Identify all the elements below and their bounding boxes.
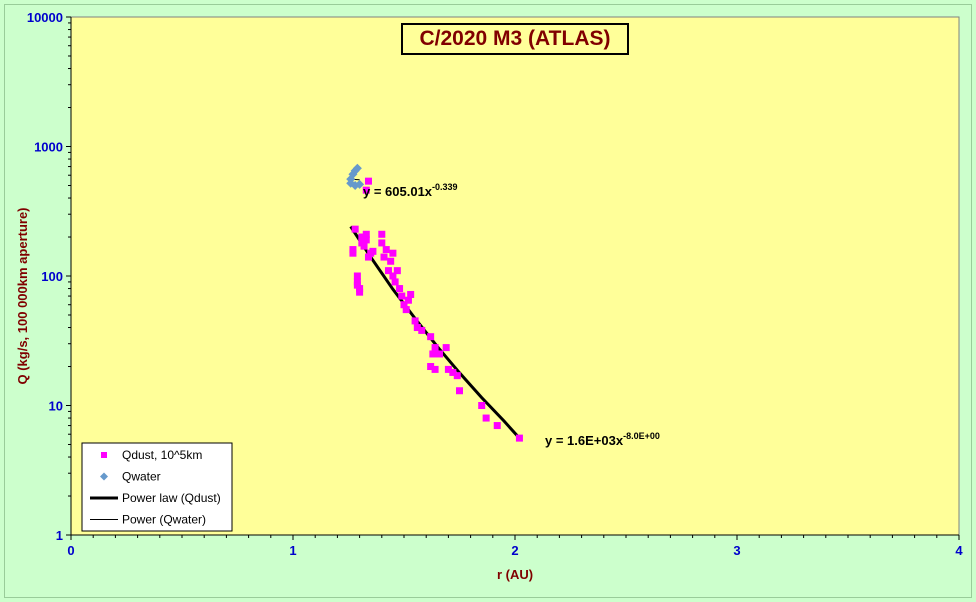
data-point-qdust [444, 365, 452, 373]
x-tick-label: 2 [511, 543, 518, 558]
data-point-qdust [362, 230, 370, 238]
y-axis: 1 10 100 1000 10000 [27, 10, 72, 543]
y-tick-label: 100 [41, 269, 63, 284]
data-point-qdust [387, 257, 395, 265]
data-point-qdust [478, 402, 486, 409]
data-point-qdust [515, 434, 523, 442]
legend-label: Power (Qwater) [122, 513, 206, 527]
data-point-qdust [362, 186, 370, 194]
legend-swatch [101, 452, 107, 458]
legend-label: Power law (Qdust) [122, 491, 221, 505]
y-tick-label: 1000 [34, 140, 63, 155]
y-tick-label: 10 [49, 399, 63, 414]
y-tick-label: 1 [56, 528, 63, 543]
equations: y = 605.01x-0.339 y = 1.6E+03x-8.0E+00 [363, 182, 660, 448]
data-point-qdust [402, 306, 410, 314]
data-point-qdust [358, 233, 366, 241]
data-point-qdust [427, 333, 435, 341]
data-point-qdust [351, 225, 359, 233]
data-point-qdust [349, 246, 357, 254]
x-tick-label: 1 [289, 543, 296, 558]
data-point-qdust [482, 414, 490, 422]
data-point-qdust [382, 246, 390, 254]
data-point-qdust [353, 272, 361, 280]
series-layer [346, 163, 523, 442]
x-tick-label: 4 [955, 543, 963, 558]
data-point-qdust [393, 267, 401, 275]
data-point-qdust [353, 281, 361, 289]
data-point-qdust [429, 350, 437, 358]
data-point-qdust [369, 247, 377, 255]
data-point-qdust [389, 249, 397, 257]
x-tick-label: 3 [733, 543, 740, 558]
x-tick-label: 0 [67, 543, 74, 558]
data-point-qdust [380, 253, 388, 261]
data-point-qdust [389, 272, 397, 280]
legend-label: Qdust, 10^5km [122, 448, 202, 462]
data-point-qdust [456, 387, 463, 395]
data-point-qdust [400, 301, 408, 309]
data-point-qdust [404, 296, 412, 304]
data-point-qwater [355, 179, 365, 189]
data-point-qdust [431, 365, 439, 373]
chart-title: C/2020 M3 (ATLAS) [401, 23, 629, 55]
legend-swatch [100, 472, 108, 481]
legend: Qdust, 10^5km Qwater Power law (Qdust) Powe… [81, 442, 233, 532]
data-point-qdust [378, 230, 386, 238]
data-point-qdust [391, 278, 399, 286]
data-point-qdust [493, 422, 501, 430]
data-point-qdust [360, 242, 368, 250]
data-point-qdust [398, 292, 406, 300]
data-point-qdust [411, 317, 419, 325]
data-point-qdust [442, 344, 450, 352]
data-point-qdust [384, 267, 392, 275]
x-axis: 0 1 2 3 4 [67, 534, 963, 558]
data-point-qwater [352, 163, 362, 173]
data-point-qdust [349, 249, 357, 257]
equation-qdust: y = 1.6E+03x-8.0E+00 [545, 431, 660, 448]
y-tick-label: 10000 [27, 10, 63, 25]
data-point-qdust [356, 288, 364, 296]
data-point-qdust [407, 290, 415, 298]
data-point-qdust [418, 326, 426, 334]
data-point-qdust [453, 372, 461, 380]
equation-qwater: y = 605.01x-0.339 [363, 182, 458, 199]
x-axis-label: r (AU) [497, 567, 533, 582]
y-axis-label: Q (kg/s, 100 000km aperture) [15, 207, 30, 384]
data-point-qdust [364, 253, 372, 261]
data-point-qdust [396, 285, 404, 293]
data-point-qdust [378, 239, 386, 247]
data-point-qdust [431, 344, 439, 352]
legend-label: Qwater [122, 470, 161, 484]
data-point-qdust [413, 324, 421, 332]
data-point-qdust [436, 350, 444, 358]
data-point-qdust [362, 236, 370, 244]
data-point-qdust [427, 363, 435, 371]
data-point-qdust [449, 368, 457, 376]
data-point-qdust [364, 177, 372, 185]
